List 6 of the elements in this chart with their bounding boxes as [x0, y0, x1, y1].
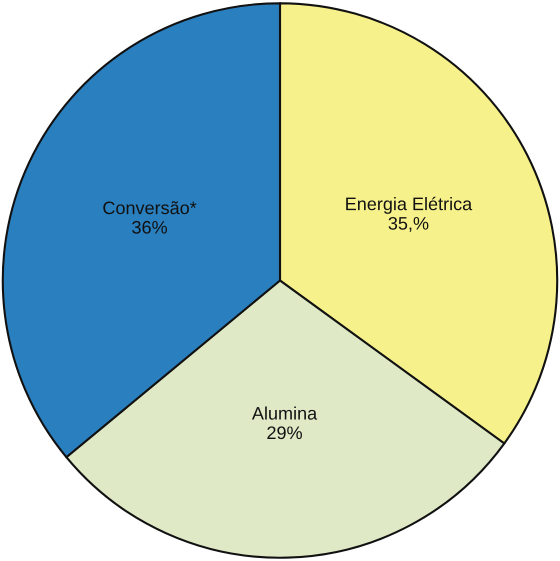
data-label: 36% — [132, 220, 167, 234]
data-label: 29% — [267, 426, 302, 440]
data-label: 35,% — [388, 216, 428, 232]
slice-label: Alumina — [252, 406, 318, 420]
slice-label: Energia Elétrica — [346, 196, 472, 214]
slice-label: Conversão* — [103, 201, 196, 214]
